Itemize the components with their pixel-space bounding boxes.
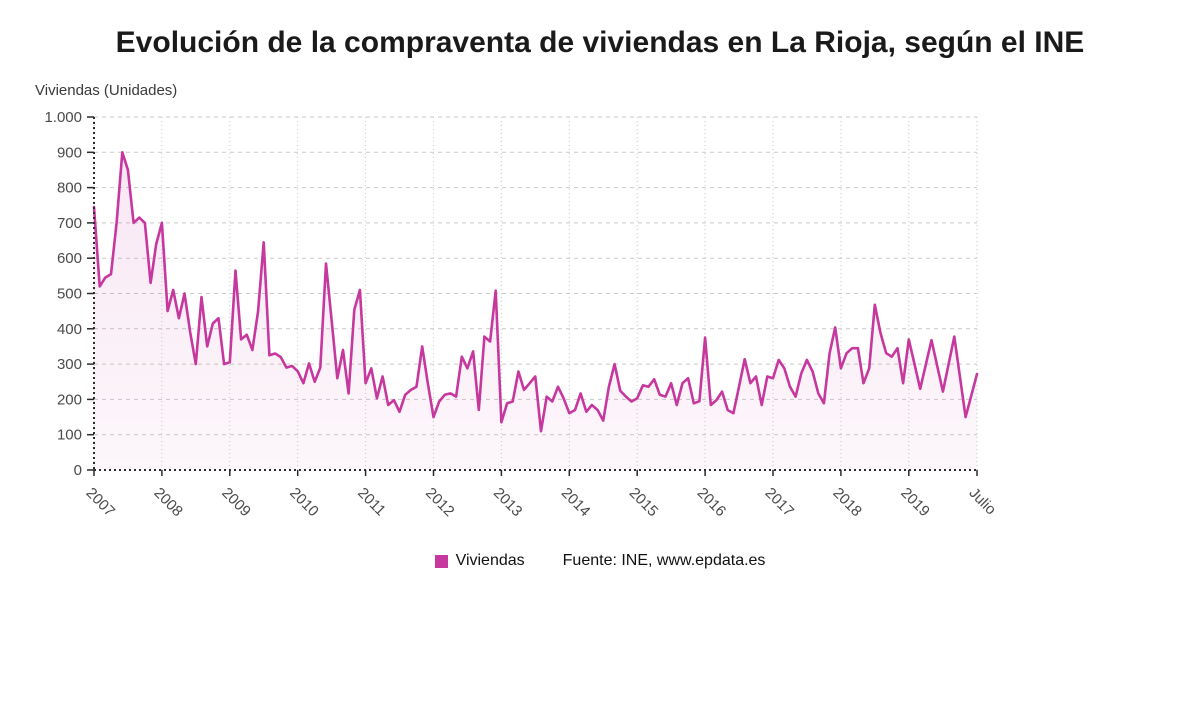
axes [87, 116, 978, 476]
svg-text:2010: 2010 [286, 484, 322, 520]
svg-text:1.000: 1.000 [44, 109, 82, 126]
svg-text:400: 400 [57, 321, 82, 338]
svg-text:300: 300 [57, 356, 82, 373]
svg-text:200: 200 [57, 391, 82, 408]
svg-text:2011: 2011 [354, 484, 389, 519]
source-label: Fuente: INE, www.epdata.es [562, 552, 766, 569]
svg-text:600: 600 [57, 250, 82, 267]
x-axis-tick-labels: 2007 2008 2009 2010 2011 2012 2013 2014 2015 2016… [83, 484, 1000, 520]
svg-text:2013: 2013 [490, 484, 526, 520]
chart-title: Evolución de la compraventa de viviendas… [115, 26, 1085, 59]
legend-color-swatch [434, 554, 448, 568]
svg-text:2015: 2015 [626, 484, 662, 520]
svg-text:2008: 2008 [150, 484, 186, 520]
svg-text:2017: 2017 [762, 484, 798, 520]
svg-text:500: 500 [57, 286, 82, 303]
svg-text:2016: 2016 [694, 484, 730, 520]
series-line [92, 151, 979, 433]
svg-text:2014: 2014 [558, 484, 594, 520]
svg-text:700: 700 [57, 215, 82, 232]
y-axis-title: Viviendas (Unidades) [35, 82, 178, 99]
svg-text:800: 800 [57, 180, 82, 197]
svg-text:2012: 2012 [422, 484, 458, 520]
legend-item-viviendas: Viviendas [434, 552, 525, 570]
y-axis-tick-labels: 0 100 200 300 400 500 600 700 800 900 1.000 [44, 109, 82, 479]
svg-text:2009: 2009 [218, 484, 254, 520]
svg-text:2018: 2018 [829, 484, 865, 520]
legend-series-label: Viviendas [455, 552, 525, 569]
svg-text:100: 100 [57, 427, 82, 444]
svg-text:900: 900 [57, 144, 82, 161]
svg-text:2019: 2019 [897, 484, 933, 520]
svg-text:0: 0 [74, 462, 82, 479]
svg-text:2007: 2007 [83, 484, 119, 520]
legend: Viviendas Fuente: INE, www.epdata.es [0, 552, 1200, 570]
series-area-fill [94, 152, 977, 471]
svg-text:Julio: Julio [966, 484, 1000, 518]
